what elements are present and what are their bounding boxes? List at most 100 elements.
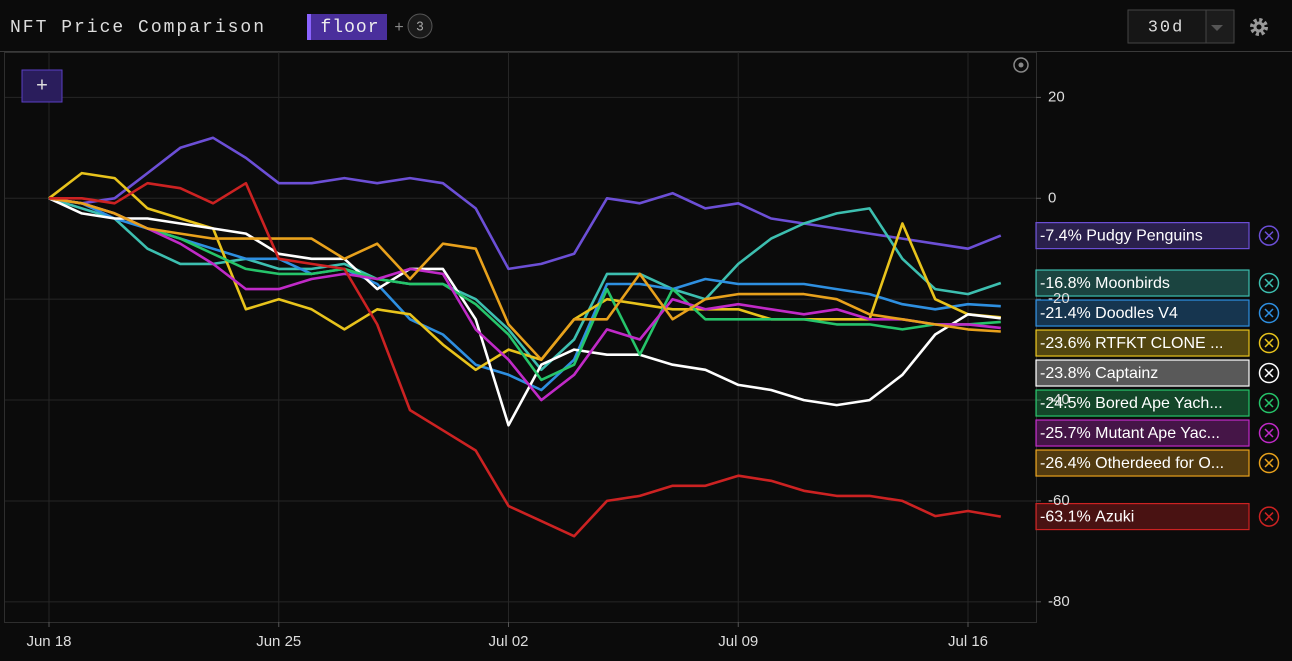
legend-name: RTFKT CLONE ... [1095,335,1223,352]
legend-box [1035,449,1250,477]
lines [48,136,1002,538]
remove-series[interactable] [1258,332,1280,354]
legend-box [1035,299,1250,327]
legend-change: -16.8% [1040,275,1091,292]
metric-tag-accent [307,14,311,40]
series-line [48,197,1001,402]
series-line [48,197,1001,427]
y-tick-label: 20 [1048,88,1065,105]
remove-circle[interactable] [1258,332,1280,354]
series-line [48,197,1001,361]
remove-circle[interactable] [1258,452,1280,474]
gear-teeth [1250,18,1268,36]
x-tick-label: Jul 02 [488,633,528,650]
remove-cross[interactable] [1264,231,1274,241]
x-tick-label: Jul 16 [948,633,988,650]
legend-box [1035,502,1250,531]
remove-series[interactable] [1258,452,1280,474]
legend-label: -23.8% Captainz [1040,365,1158,382]
remove-cross[interactable] [1264,278,1274,288]
legend-label: -7.4% Pudgy Penguins [1040,228,1203,245]
x-tick-label: Jun 25 [256,633,301,650]
remove-cross[interactable] [1264,512,1274,522]
legend-box [1035,269,1250,297]
metric-label[interactable]: floor [320,18,379,38]
range-label[interactable]: 30d [1148,18,1185,37]
title: NFT Price Comparison [10,18,266,38]
legend-box [1035,419,1250,447]
legend-change: -23.6% [1040,335,1091,352]
legend-box [1035,359,1250,387]
legend-name: Bored Ape Yach... [1095,395,1223,412]
legend-box [1035,222,1250,250]
legend-label: -24.5% Bored Ape Yach... [1040,395,1223,412]
legend-label: -16.8% Moonbirds [1040,275,1170,292]
gear-hole [1256,24,1262,30]
remove-series[interactable] [1258,302,1280,324]
legend-name: Mutant Ape Yac... [1095,425,1220,442]
series-line [48,197,1002,372]
target-dot [1018,62,1024,68]
remove-cross[interactable] [1264,458,1274,468]
y-tick-label: -60 [1048,492,1070,509]
remove-circle[interactable] [1258,272,1280,294]
remove-series[interactable] [1258,392,1280,414]
y-tick-label: -80 [1048,593,1070,610]
remove-series[interactable] [1258,422,1280,444]
legend-name: Pudgy Penguins [1086,228,1203,245]
remove-cross[interactable] [1264,428,1274,438]
legend-name: Moonbirds [1095,275,1170,292]
remove-circle[interactable] [1258,506,1280,527]
grid [5,52,1041,627]
remove-circle[interactable] [1258,422,1280,444]
target-icon[interactable] [1013,57,1029,73]
legend-label: -25.7% Mutant Ape Yac... [1040,425,1220,442]
plot-add-button[interactable] [21,69,63,103]
legend-name: Captainz [1095,365,1158,382]
remove-circle[interactable] [1258,225,1280,246]
series-line [49,181,1002,538]
y-tick-label: 0 [1048,189,1056,206]
legend-name: Otherdeed for O... [1095,455,1224,472]
count-badge[interactable] [407,13,433,39]
remove-circle[interactable] [1258,392,1280,414]
legend-change: -63.1% [1040,509,1091,526]
legend-change: -7.4% [1040,228,1082,245]
metric-tag[interactable] [307,14,387,40]
x-tick-label: Jun 18 [26,633,71,650]
settings-icon[interactable] [1250,18,1268,36]
legend: -7.4% Pudgy Penguins-16.8% Moonbirds-21.… [1035,222,1280,531]
remove-series[interactable] [1258,506,1280,527]
y-tick-label: -20 [1048,290,1070,307]
legend-change: -21.4% [1040,305,1091,322]
legend-change: -24.5% [1040,395,1091,412]
legend-label: -21.4% Doodles V4 [1040,305,1178,322]
legend-label: -26.4% Otherdeed for O... [1040,455,1224,472]
remove-cross[interactable] [1264,398,1274,408]
series-line [48,197,1001,392]
plot-add-label[interactable]: + [36,74,48,96]
remove-series[interactable] [1258,362,1280,384]
remove-circle[interactable] [1258,302,1280,324]
legend-box [1035,389,1250,417]
remove-series[interactable] [1258,272,1280,294]
remove-cross[interactable] [1264,338,1274,348]
legend-change: -25.7% [1040,425,1091,442]
legend-label: -23.6% RTFKT CLONE ... [1040,335,1223,352]
dropdown-arrow [1211,25,1223,31]
count-label: 3 [416,18,423,33]
y-tick-label: -40 [1048,391,1070,408]
legend-box [1035,329,1250,357]
legend-change: -23.8% [1040,365,1091,382]
series-line [48,197,1001,382]
remove-circle[interactable] [1258,362,1280,384]
remove-cross[interactable] [1264,308,1274,318]
add-metric[interactable]: + [394,19,403,36]
remove-series[interactable] [1258,225,1280,246]
remove-cross[interactable] [1264,368,1274,378]
legend-label: -63.1% Azuki [1040,509,1134,526]
legend-name: Doodles V4 [1095,305,1178,322]
series-line [48,136,1002,271]
